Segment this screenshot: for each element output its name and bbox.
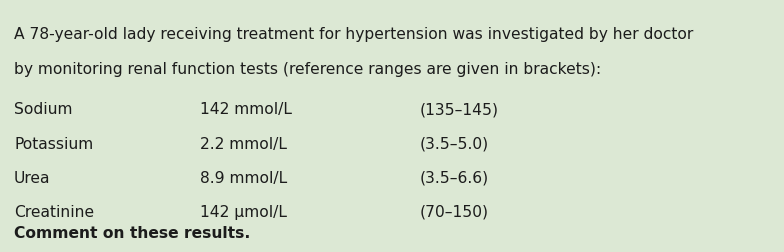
Text: Potassium: Potassium [14, 136, 93, 151]
Text: (70–150): (70–150) [419, 204, 488, 219]
Text: 142 mmol/L: 142 mmol/L [200, 102, 292, 117]
Text: Sodium: Sodium [14, 102, 73, 117]
Text: (3.5–6.6): (3.5–6.6) [419, 170, 488, 185]
Text: (3.5–5.0): (3.5–5.0) [419, 136, 488, 151]
Text: 142 μmol/L: 142 μmol/L [200, 204, 287, 219]
Text: by monitoring renal function tests (reference ranges are given in brackets):: by monitoring renal function tests (refe… [14, 62, 601, 77]
Text: 2.2 mmol/L: 2.2 mmol/L [200, 136, 287, 151]
Text: A 78-year-old lady receiving treatment for hypertension was investigated by her : A 78-year-old lady receiving treatment f… [14, 26, 693, 41]
Text: (135–145): (135–145) [419, 102, 499, 117]
Text: Creatinine: Creatinine [14, 204, 94, 219]
Text: Comment on these results.: Comment on these results. [14, 226, 250, 240]
Text: Urea: Urea [14, 170, 51, 185]
Text: 8.9 mmol/L: 8.9 mmol/L [200, 170, 287, 185]
